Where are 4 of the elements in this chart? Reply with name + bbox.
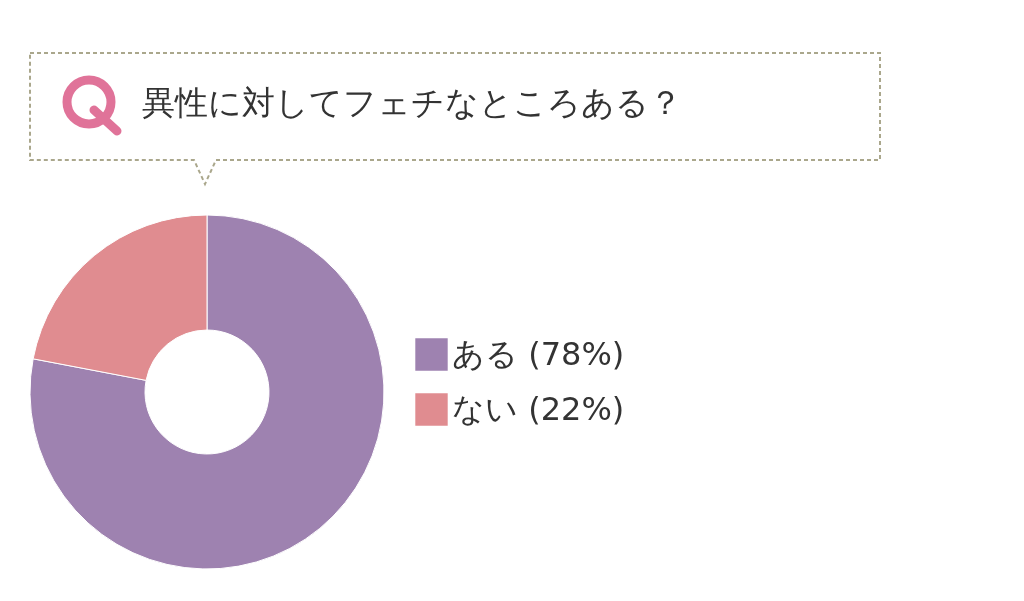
chart-title: 異性に対してフェチなところある？ <box>142 83 682 122</box>
donut-slice <box>29 214 385 570</box>
legend-label: ない (22%) <box>452 389 625 428</box>
legend-label: ある (78%) <box>452 334 625 373</box>
